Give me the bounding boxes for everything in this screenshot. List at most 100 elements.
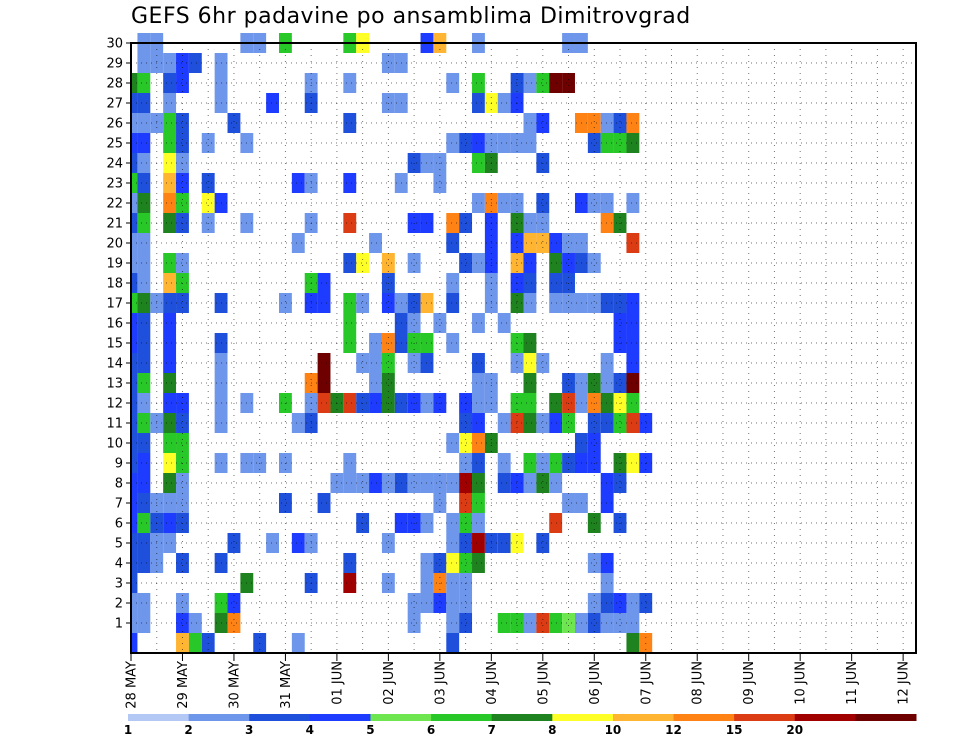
heatmap-cell xyxy=(510,73,524,93)
heatmap-cell xyxy=(137,353,151,373)
heatmap-cell xyxy=(163,73,177,93)
heatmap-cell xyxy=(343,333,357,353)
heatmap-cell xyxy=(137,233,151,253)
heatmap-cell xyxy=(562,493,575,513)
heatmap-cell xyxy=(137,393,151,413)
colorbar-swatch xyxy=(431,714,493,721)
heatmap-cell xyxy=(549,473,563,493)
heatmap-cell xyxy=(626,293,640,313)
x-tick-label: 12 JUN xyxy=(897,661,912,705)
heatmap-cell xyxy=(446,533,460,553)
y-tick-label: 26 xyxy=(106,117,123,132)
heatmap-cell xyxy=(176,173,189,193)
heatmap-cell xyxy=(459,473,473,493)
heatmap-cell xyxy=(536,113,550,133)
heatmap-cell xyxy=(381,473,395,493)
heatmap-cell xyxy=(137,413,151,433)
heatmap-cell xyxy=(176,493,189,513)
heatmap-cell xyxy=(137,613,151,633)
heatmap-cell xyxy=(176,53,189,73)
heatmap-cell xyxy=(613,293,627,313)
heatmap-cell xyxy=(497,313,511,333)
heatmap-cell xyxy=(472,253,485,273)
heatmap-cell xyxy=(137,493,151,513)
heatmap-cell xyxy=(536,473,550,493)
heatmap-cell xyxy=(131,313,138,333)
heatmap-cell xyxy=(131,633,138,653)
heatmap-cell xyxy=(137,333,151,353)
heatmap-cell xyxy=(626,613,640,633)
heatmap-cell xyxy=(587,113,601,133)
y-tick-label: 14 xyxy=(106,357,123,372)
heatmap-cell xyxy=(163,513,177,533)
heatmap-cell xyxy=(600,613,614,633)
x-tick-label: 06 JUN xyxy=(588,661,603,705)
heatmap-cell xyxy=(176,133,189,153)
colorbar-swatch xyxy=(128,714,190,721)
heatmap-cell xyxy=(459,493,473,513)
heatmap-cell xyxy=(163,173,177,193)
heatmap-cell xyxy=(343,213,357,233)
heatmap-cell xyxy=(163,413,177,433)
heatmap-cell xyxy=(510,533,524,553)
heatmap-cell xyxy=(446,213,460,233)
heatmap-cell xyxy=(131,573,138,593)
heatmap-cell xyxy=(472,493,485,513)
heatmap-cell xyxy=(523,333,537,353)
heatmap-cell xyxy=(407,613,421,633)
heatmap-cell xyxy=(131,393,138,413)
heatmap-cell xyxy=(562,73,575,93)
heatmap-cell xyxy=(523,73,537,93)
heatmap-cell xyxy=(587,253,601,273)
heatmap-cell xyxy=(510,613,524,633)
heatmap-cell xyxy=(613,313,627,333)
heatmap-cell xyxy=(131,293,138,313)
heatmap-cell xyxy=(176,253,189,273)
heatmap-cell xyxy=(137,93,151,113)
heatmap-cell xyxy=(600,413,614,433)
heatmap-cell xyxy=(536,193,550,213)
y-tick-label: 29 xyxy=(106,57,123,72)
y-tick-label: 7 xyxy=(115,497,123,512)
x-tick-label: 28 MAY xyxy=(125,661,140,709)
colorbar-label: 2 xyxy=(184,723,192,737)
heatmap-cell xyxy=(510,353,524,373)
heatmap-cell xyxy=(407,293,421,313)
heatmap-cell xyxy=(600,113,614,133)
colorbar-label: 20 xyxy=(786,723,803,737)
heatmap-cell xyxy=(131,153,138,173)
heatmap-cell xyxy=(131,73,138,93)
heatmap-cell xyxy=(510,233,524,253)
heatmap-cell xyxy=(317,293,331,313)
heatmap-cell xyxy=(626,373,640,393)
heatmap-cell xyxy=(549,613,563,633)
chart-title: GEFS 6hr padavine po ansamblima Dimitrov… xyxy=(131,4,691,29)
heatmap-cell xyxy=(600,493,614,513)
heatmap-cell xyxy=(131,493,138,513)
heatmap-cell xyxy=(497,193,511,213)
heatmap-cell xyxy=(369,473,382,493)
heatmap-cell xyxy=(472,393,485,413)
x-tick-label: 05 JUN xyxy=(536,661,551,705)
heatmap-cell xyxy=(131,433,138,453)
heatmap-cell xyxy=(176,553,189,573)
heatmap-cell xyxy=(163,353,177,373)
heatmap-cell xyxy=(600,553,614,573)
x-tick-label: 01 JUN xyxy=(330,661,345,705)
heatmap-cell xyxy=(549,253,563,273)
heatmap-cell xyxy=(163,133,177,153)
heatmap-cell xyxy=(291,413,305,433)
colorbar-label: 4 xyxy=(306,723,314,737)
heatmap-cell xyxy=(600,353,614,373)
heatmap-cell xyxy=(459,613,473,633)
heatmap-cell xyxy=(163,53,177,73)
colorbar-swatch xyxy=(855,714,917,721)
heatmap-cell xyxy=(523,353,537,373)
heatmap-cell xyxy=(369,373,382,393)
heatmap-cell xyxy=(381,533,395,553)
colorbar-label: 15 xyxy=(726,723,743,737)
heatmap-cell xyxy=(201,193,215,213)
heatmap-cell xyxy=(523,213,537,233)
heatmap-cell xyxy=(137,473,151,493)
y-tick-label: 10 xyxy=(106,437,123,452)
